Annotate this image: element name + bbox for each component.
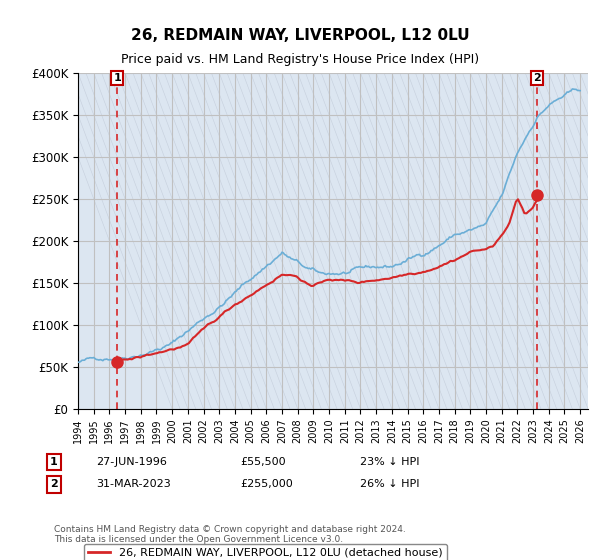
26, REDMAIN WAY, LIVERPOOL, L12 0LU (detached house) (226, 306, 233, 313)
Line: HPI: Average price, detached house, Liverpool: HPI: Average price, detached house, Live… (78, 89, 580, 362)
Text: 26, REDMAIN WAY, LIVERPOOL, L12 0LU: 26, REDMAIN WAY, LIVERPOOL, L12 0LU (131, 28, 469, 43)
Text: 26% ↓ HPI: 26% ↓ HPI (360, 479, 419, 489)
Text: 27-JUN-1996: 27-JUN-1996 (96, 457, 167, 467)
Text: Price paid vs. HM Land Registry's House Price Index (HPI): Price paid vs. HM Land Registry's House … (121, 53, 479, 66)
Text: £255,000: £255,000 (240, 479, 293, 489)
HPI: Average price, detached house, Liverpool: (2.03e+03, 3.79e+05): Average price, detached house, Liverpool… (577, 87, 584, 94)
HPI: Average price, detached house, Liverpool: (2.02e+03, 1.84e+05): Average price, detached house, Liverpool… (424, 250, 431, 257)
26, REDMAIN WAY, LIVERPOOL, L12 0LU (detached house) (139, 353, 146, 360)
Text: 1: 1 (50, 457, 58, 467)
26, REDMAIN WAY, LIVERPOOL, L12 0LU (detached house) (497, 232, 505, 239)
HPI: Average price, detached house, Liverpool: (2.01e+03, 1.63e+05): Average price, detached house, Liverpool… (340, 269, 347, 276)
Text: 1: 1 (113, 73, 121, 83)
Legend: 26, REDMAIN WAY, LIVERPOOL, L12 0LU (detached house), HPI: Average price, detach: 26, REDMAIN WAY, LIVERPOOL, L12 0LU (det… (83, 544, 447, 560)
26, REDMAIN WAY, LIVERPOOL, L12 0LU (detached house) (533, 197, 541, 204)
26, REDMAIN WAY, LIVERPOOL, L12 0LU (detached house) (191, 333, 199, 340)
HPI: Average price, detached house, Liverpool: (2.02e+03, 1.8e+05): Average price, detached house, Liverpool… (408, 255, 415, 262)
HPI: Average price, detached house, Liverpool: (2e+03, 6.07e+04): Average price, detached house, Liverpool… (119, 354, 126, 361)
26, REDMAIN WAY, LIVERPOOL, L12 0LU (detached house) (512, 198, 520, 205)
Text: £55,500: £55,500 (240, 457, 286, 467)
Line: 26, REDMAIN WAY, LIVERPOOL, L12 0LU (detached house): 26, REDMAIN WAY, LIVERPOOL, L12 0LU (det… (117, 199, 537, 362)
Text: Contains HM Land Registry data © Crown copyright and database right 2024.
This d: Contains HM Land Registry data © Crown c… (54, 525, 406, 544)
26, REDMAIN WAY, LIVERPOOL, L12 0LU (detached house) (130, 354, 137, 361)
Text: 2: 2 (50, 479, 58, 489)
26, REDMAIN WAY, LIVERPOOL, L12 0LU (detached house) (514, 196, 521, 203)
Text: 23% ↓ HPI: 23% ↓ HPI (360, 457, 419, 467)
Text: 31-MAR-2023: 31-MAR-2023 (96, 479, 171, 489)
HPI: Average price, detached house, Liverpool: (1.99e+03, 5.54e+04): Average price, detached house, Liverpool… (74, 359, 82, 366)
Text: 2: 2 (533, 73, 541, 83)
HPI: Average price, detached house, Liverpool: (2.01e+03, 1.84e+05): Average price, detached house, Liverpool… (281, 251, 288, 258)
HPI: Average price, detached house, Liverpool: (1.99e+03, 6.08e+04): Average price, detached house, Liverpool… (86, 354, 94, 361)
26, REDMAIN WAY, LIVERPOOL, L12 0LU (detached house) (113, 359, 121, 366)
HPI: Average price, detached house, Liverpool: (2.03e+03, 3.81e+05): Average price, detached house, Liverpool… (569, 86, 576, 92)
